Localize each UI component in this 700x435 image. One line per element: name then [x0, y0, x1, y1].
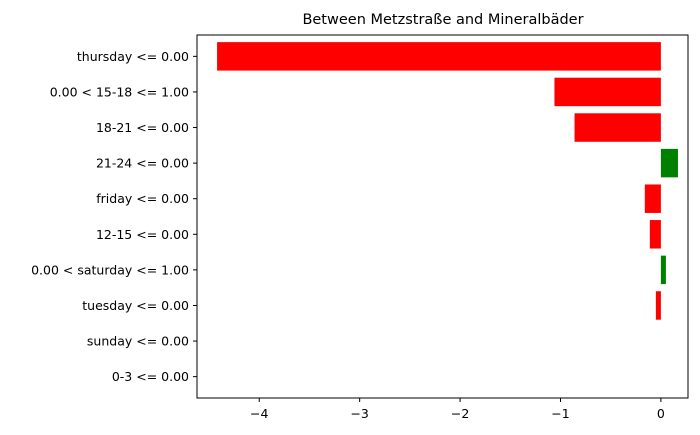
bar — [660, 148, 678, 178]
bar — [554, 77, 661, 107]
bars — [217, 42, 678, 320]
x-tick-label: −1 — [551, 406, 569, 421]
y-tick-label: 0.00 < 15-18 <= 1.00 — [50, 84, 189, 99]
bar — [649, 220, 661, 249]
y-axis-ticks: thursday <= 0.00 0.00 < 15-18 <= 1.00 18-2… — [31, 49, 197, 384]
y-tick-label: friday <= 0.00 — [96, 191, 189, 206]
plot-area-frame — [196, 34, 689, 399]
bar — [644, 184, 661, 213]
y-tick-label: 18-21 <= 0.00 — [96, 120, 189, 135]
chart-title: Between Metzstraße and Mineralbäder — [302, 12, 583, 28]
x-axis-ticks: −4 −3 −2 −1 0 — [250, 398, 665, 421]
x-tick-label: 0 — [657, 406, 665, 421]
y-tick-label: tuesday <= 0.00 — [82, 298, 189, 313]
y-tick-label: 0.00 < saturday <= 1.00 — [31, 262, 189, 277]
bar — [574, 113, 661, 142]
y-tick-label: sunday <= 0.00 — [87, 334, 189, 349]
x-tick-label: −2 — [451, 406, 469, 421]
bar — [217, 42, 661, 71]
x-tick-label: −3 — [350, 406, 368, 421]
y-tick-label: thursday <= 0.00 — [77, 49, 189, 64]
y-tick-label: 12-15 <= 0.00 — [96, 227, 189, 242]
bar — [655, 291, 661, 320]
y-tick-label: 21-24 <= 0.00 — [96, 156, 189, 171]
bar — [660, 255, 666, 285]
y-tick-label: 0-3 <= 0.00 — [112, 369, 189, 384]
x-tick-label: −4 — [250, 406, 268, 421]
